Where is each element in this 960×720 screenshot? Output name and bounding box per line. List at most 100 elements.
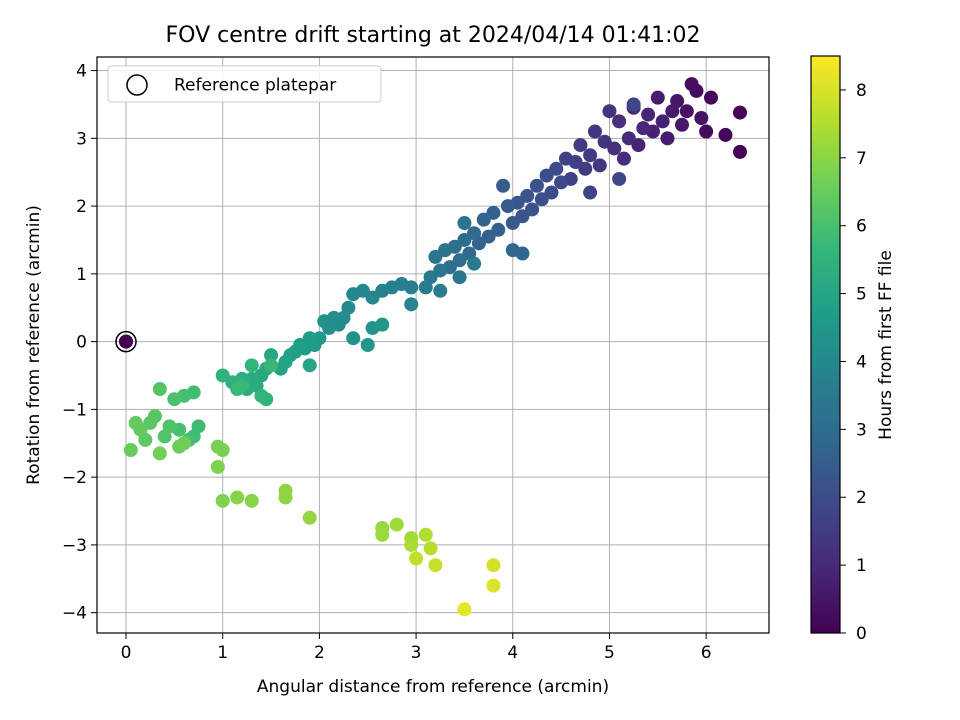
data-point bbox=[500, 199, 515, 214]
data-point bbox=[665, 104, 680, 119]
data-point bbox=[418, 280, 433, 295]
data-point bbox=[302, 358, 317, 373]
x-tick-label: 1 bbox=[217, 643, 228, 663]
data-point bbox=[505, 243, 520, 258]
data-point bbox=[674, 117, 689, 132]
data-point bbox=[529, 178, 544, 193]
data-point bbox=[215, 493, 230, 508]
reference-marker bbox=[115, 330, 137, 353]
data-point bbox=[317, 314, 332, 329]
plot-frame bbox=[96, 56, 770, 634]
data-point bbox=[215, 443, 230, 458]
colorbar-label: Hours from first FF file bbox=[876, 250, 896, 440]
data-point bbox=[679, 104, 694, 119]
x-tick-label: 3 bbox=[411, 643, 422, 663]
colorbar-ticks: 0 1 2 3 4 5 6 7 8 bbox=[840, 81, 867, 644]
colorbar-tick-label: 3 bbox=[856, 420, 867, 440]
data-point bbox=[152, 382, 167, 397]
data-point bbox=[302, 510, 317, 525]
data-point bbox=[684, 77, 699, 92]
data-point bbox=[486, 558, 501, 573]
data-point bbox=[418, 527, 433, 542]
colorbar-tick-label: 6 bbox=[856, 217, 867, 237]
data-point bbox=[177, 436, 192, 451]
data-point bbox=[404, 537, 419, 552]
data-point bbox=[612, 114, 627, 129]
data-point bbox=[587, 124, 602, 139]
data-point bbox=[167, 392, 182, 407]
data-point bbox=[694, 110, 709, 125]
data-point bbox=[539, 168, 554, 183]
data-point bbox=[457, 602, 472, 617]
y-tick-label: −3 bbox=[62, 536, 87, 556]
legend-entry-label: Reference platepar bbox=[174, 76, 336, 96]
data-point bbox=[699, 124, 714, 139]
x-tick-label: 6 bbox=[701, 643, 712, 663]
data-point bbox=[573, 138, 588, 153]
reference-point bbox=[119, 334, 134, 349]
data-point bbox=[655, 114, 670, 129]
x-axis-label: Angular distance from reference (arcmin) bbox=[257, 677, 609, 697]
y-tick-label: −2 bbox=[62, 468, 87, 488]
data-point bbox=[486, 578, 501, 593]
data-point bbox=[703, 90, 718, 105]
data-point bbox=[423, 541, 438, 556]
data-point bbox=[389, 517, 404, 532]
data-point bbox=[496, 178, 511, 193]
data-point bbox=[428, 558, 443, 573]
colorbar: 0 1 2 3 4 5 6 7 8 Hours from first FF file bbox=[810, 55, 896, 644]
y-axis-label: Rotation from reference (arcmin) bbox=[24, 205, 44, 485]
data-point bbox=[375, 317, 390, 332]
y-axis-ticks: −4 −3 −2 −1 0 1 2 3 4 bbox=[62, 62, 97, 624]
data-point bbox=[230, 382, 245, 397]
data-point bbox=[718, 127, 733, 142]
data-point bbox=[592, 158, 607, 173]
data-point bbox=[554, 175, 569, 190]
data-point bbox=[616, 151, 631, 166]
plot-background bbox=[97, 57, 769, 633]
x-tick-label: 4 bbox=[507, 643, 518, 663]
x-axis-ticks: 0 1 2 3 4 5 6 bbox=[121, 633, 712, 663]
colorbar-tick-label: 1 bbox=[856, 556, 867, 576]
data-point bbox=[650, 90, 665, 105]
data-point bbox=[636, 121, 651, 136]
plot-area: 0 1 2 3 4 5 6 −4 −3 −2 −1 0 1 2 3 4 bbox=[62, 56, 770, 663]
grid bbox=[97, 57, 769, 633]
legend-marker-open-circle bbox=[126, 74, 148, 96]
data-point bbox=[152, 446, 167, 461]
data-point bbox=[457, 216, 472, 231]
data-point bbox=[230, 490, 245, 505]
colorbar-tick-label: 4 bbox=[856, 352, 867, 372]
colorbar-tick-label: 2 bbox=[856, 488, 867, 508]
data-point bbox=[123, 443, 138, 458]
y-tick-label: −4 bbox=[62, 604, 87, 624]
data-point bbox=[452, 270, 467, 285]
data-point bbox=[583, 148, 598, 163]
data-point bbox=[433, 283, 448, 298]
data-point bbox=[476, 212, 491, 227]
legend-frame bbox=[107, 65, 382, 103]
colorbar-frame bbox=[810, 55, 841, 634]
data-point bbox=[375, 527, 390, 542]
data-point bbox=[621, 131, 636, 146]
data-point bbox=[215, 368, 230, 383]
x-tick-label: 0 bbox=[121, 643, 132, 663]
data-point bbox=[660, 131, 675, 146]
data-point bbox=[157, 429, 172, 444]
y-tick-label: −1 bbox=[62, 400, 87, 420]
data-point bbox=[641, 107, 656, 122]
colorbar-tick-label: 5 bbox=[856, 285, 867, 305]
data-point bbox=[602, 104, 617, 119]
data-point bbox=[254, 388, 269, 403]
colorbar-tick-label: 0 bbox=[856, 624, 867, 644]
y-tick-label: 4 bbox=[76, 62, 87, 82]
colorbar-tick-label: 8 bbox=[856, 81, 867, 101]
data-point bbox=[626, 97, 641, 112]
data-point bbox=[732, 144, 747, 159]
data-point bbox=[428, 249, 443, 264]
y-tick-label: 1 bbox=[76, 265, 87, 285]
data-point bbox=[404, 297, 419, 312]
data-point bbox=[558, 151, 573, 166]
data-point bbox=[210, 459, 225, 474]
